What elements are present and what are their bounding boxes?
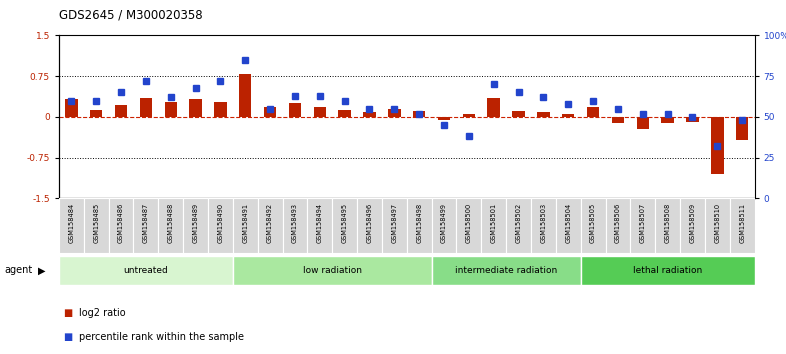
Text: GSM158510: GSM158510: [714, 202, 720, 243]
Text: GSM158502: GSM158502: [516, 202, 522, 243]
Text: GSM158499: GSM158499: [441, 202, 447, 242]
Bar: [239, 74, 252, 117]
Text: GSM158504: GSM158504: [565, 202, 571, 243]
Text: GSM158507: GSM158507: [640, 202, 646, 243]
Text: untreated: untreated: [123, 266, 168, 275]
Bar: [215, 102, 226, 117]
Bar: [531, 198, 556, 253]
Text: GDS2645 / M300020358: GDS2645 / M300020358: [59, 9, 203, 22]
Bar: [537, 113, 549, 117]
Text: GSM158505: GSM158505: [590, 202, 596, 243]
Bar: [729, 198, 755, 253]
Text: GSM158489: GSM158489: [193, 202, 199, 243]
Bar: [134, 198, 158, 253]
Bar: [108, 198, 134, 253]
Bar: [581, 198, 605, 253]
Bar: [705, 198, 729, 253]
Bar: [258, 198, 282, 253]
Bar: [556, 198, 581, 253]
Text: GSM158494: GSM158494: [317, 202, 323, 243]
Bar: [680, 198, 705, 253]
Text: GSM158509: GSM158509: [689, 202, 696, 243]
Text: GSM158486: GSM158486: [118, 202, 124, 243]
Bar: [59, 198, 84, 253]
Text: GSM158500: GSM158500: [466, 202, 472, 243]
Text: GSM158492: GSM158492: [267, 202, 273, 243]
Bar: [432, 256, 581, 285]
Bar: [282, 198, 307, 253]
Bar: [736, 117, 748, 139]
Bar: [65, 99, 78, 117]
Bar: [115, 105, 127, 117]
Bar: [189, 99, 202, 117]
Bar: [656, 198, 680, 253]
Text: GSM158487: GSM158487: [143, 202, 149, 243]
Text: ■: ■: [63, 308, 72, 318]
Bar: [388, 109, 401, 117]
Text: GSM158488: GSM158488: [167, 202, 174, 243]
Bar: [59, 256, 233, 285]
Bar: [140, 98, 152, 117]
Bar: [332, 198, 357, 253]
Bar: [288, 103, 301, 117]
Bar: [84, 198, 108, 253]
Text: GSM158506: GSM158506: [615, 202, 621, 243]
Bar: [506, 198, 531, 253]
Text: ▶: ▶: [38, 266, 46, 275]
Bar: [233, 198, 258, 253]
Bar: [314, 107, 326, 117]
Text: percentile rank within the sample: percentile rank within the sample: [79, 332, 244, 342]
Text: GSM158497: GSM158497: [391, 202, 398, 243]
Bar: [637, 117, 649, 129]
Text: GSM158484: GSM158484: [68, 202, 75, 243]
Bar: [339, 110, 351, 117]
Bar: [630, 198, 656, 253]
Bar: [587, 107, 599, 117]
Bar: [612, 117, 624, 123]
Bar: [581, 256, 755, 285]
Bar: [686, 117, 699, 122]
Text: lethal radiation: lethal radiation: [633, 266, 702, 275]
Bar: [158, 198, 183, 253]
Bar: [233, 256, 432, 285]
Bar: [562, 114, 575, 117]
Text: agent: agent: [4, 266, 32, 275]
Text: ■: ■: [63, 332, 72, 342]
Bar: [208, 198, 233, 253]
Bar: [382, 198, 407, 253]
Text: GSM158495: GSM158495: [342, 202, 347, 243]
Bar: [90, 110, 102, 117]
Text: GSM158503: GSM158503: [541, 202, 546, 243]
Bar: [481, 198, 506, 253]
Bar: [463, 114, 475, 117]
Bar: [413, 112, 425, 117]
Bar: [406, 198, 432, 253]
Bar: [307, 198, 332, 253]
Bar: [164, 102, 177, 117]
Text: low radiation: low radiation: [303, 266, 362, 275]
Bar: [457, 198, 481, 253]
Bar: [711, 117, 723, 174]
Text: GSM158493: GSM158493: [292, 202, 298, 242]
Bar: [438, 117, 450, 120]
Text: GSM158496: GSM158496: [366, 202, 373, 243]
Bar: [512, 112, 525, 117]
Bar: [432, 198, 457, 253]
Bar: [605, 198, 630, 253]
Bar: [363, 113, 376, 117]
Text: GSM158511: GSM158511: [739, 202, 745, 242]
Text: log2 ratio: log2 ratio: [79, 308, 125, 318]
Text: GSM158485: GSM158485: [94, 202, 99, 243]
Text: intermediate radiation: intermediate radiation: [455, 266, 557, 275]
Text: GSM158491: GSM158491: [242, 202, 248, 242]
Bar: [487, 98, 500, 117]
Text: GSM158501: GSM158501: [490, 202, 497, 243]
Text: GSM158490: GSM158490: [218, 202, 223, 243]
Bar: [661, 117, 674, 123]
Bar: [357, 198, 382, 253]
Bar: [183, 198, 208, 253]
Bar: [264, 107, 277, 117]
Text: GSM158498: GSM158498: [416, 202, 422, 243]
Text: GSM158508: GSM158508: [665, 202, 670, 243]
